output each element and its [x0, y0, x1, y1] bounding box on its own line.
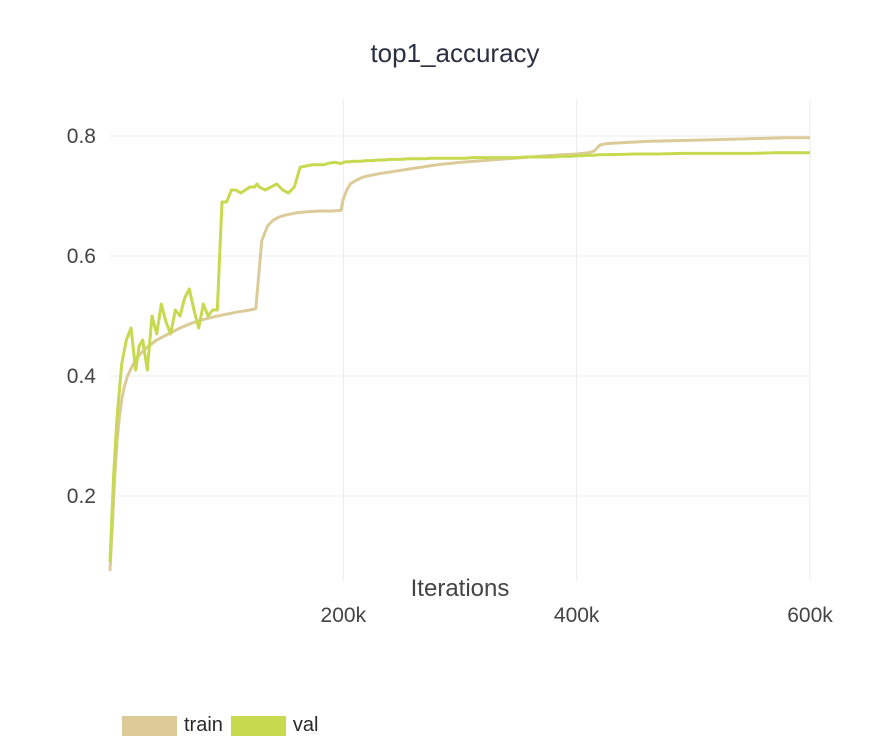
legend: train val — [122, 714, 326, 737]
y-tick-label: 0.2 — [67, 485, 96, 508]
tick-labels: 0.2 0.4 0.6 0.8 200k 400k 600k — [67, 125, 833, 627]
x-axis-title: Iterations — [411, 575, 510, 602]
y-tick-label: 0.8 — [67, 125, 96, 148]
chart-title: top1_accuracy — [370, 38, 540, 68]
legend-swatch-val — [230, 715, 286, 736]
series-line-train — [108, 136, 810, 572]
legend-item-train[interactable]: train — [122, 714, 223, 737]
x-tick-label: 600k — [787, 604, 833, 627]
legend-swatch-train — [122, 715, 177, 736]
line-chart: 0.2 0.4 0.6 0.8 200k 400k 600k Iterations — [67, 100, 833, 627]
series-lines — [108, 136, 810, 572]
x-tick-label: 400k — [554, 604, 600, 627]
x-tick-label: 200k — [321, 604, 367, 627]
legend-label-train: train — [184, 714, 223, 736]
grid — [110, 100, 811, 580]
y-tick-label: 0.6 — [67, 245, 96, 268]
legend-item-val[interactable]: val — [230, 714, 319, 737]
legend-label-val: val — [292, 714, 319, 736]
series-line-val — [108, 151, 810, 563]
y-tick-label: 0.4 — [67, 365, 97, 388]
